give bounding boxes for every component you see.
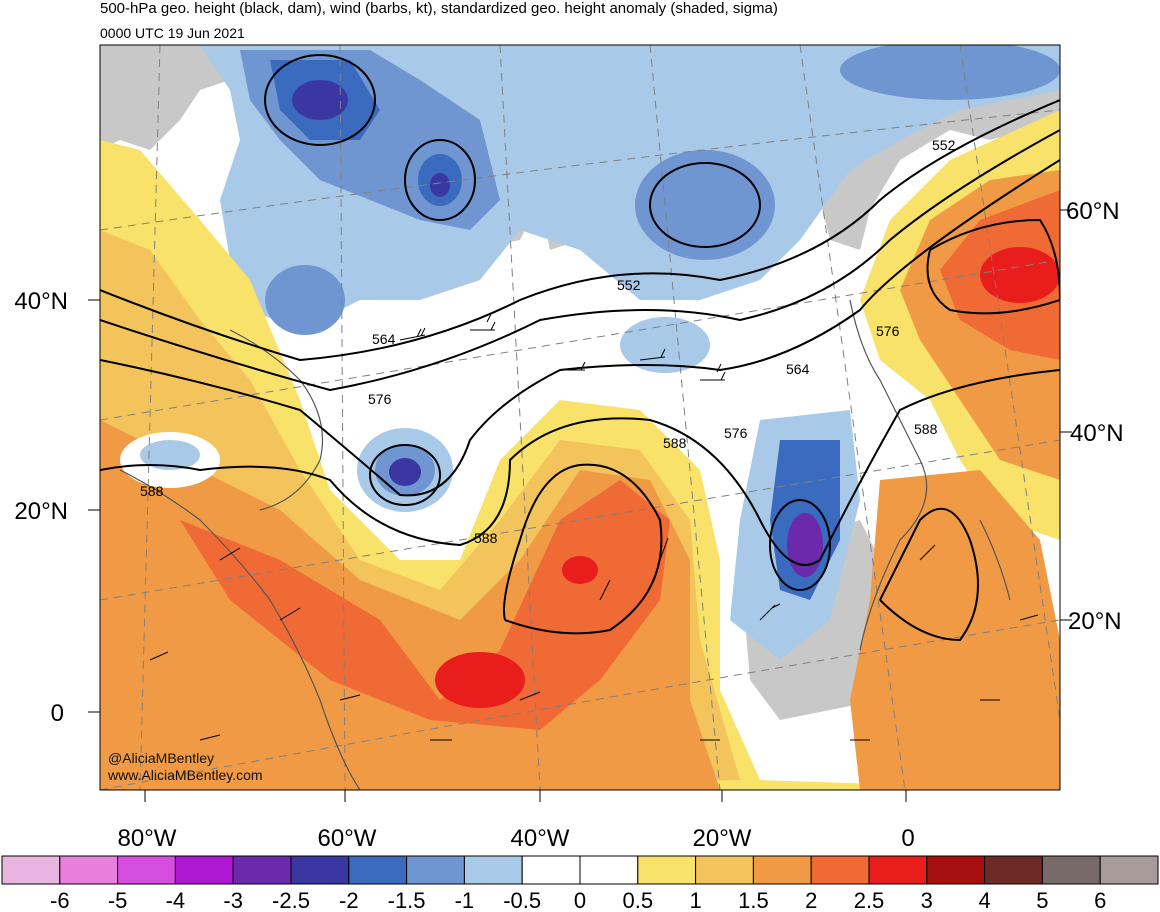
contour-label-552-east: 552 — [932, 137, 956, 153]
contour-label-552-mid: 552 — [617, 277, 641, 293]
lat-labels-left: 40°N 20°N 0 — [14, 288, 68, 727]
colorbar-swatch — [117, 855, 176, 885]
colorbar: -6 -5 -4 -3 -2.5 -2 -1.5 -1 -0.5 0 0.5 1 1.5 2 2.5 3 4 5 6 — [1, 855, 1159, 912]
lat-label-40n-left: 40°N — [14, 288, 68, 315]
colorbar-tick-label: 4 — [978, 888, 990, 912]
colorbar-swatch — [1, 855, 61, 885]
colorbar-tick-label: -1.5 — [388, 888, 426, 912]
colorbar-swatch — [926, 855, 986, 885]
colorbar-swatch — [752, 855, 812, 885]
lat-label-20n-right: 20°N — [1068, 608, 1122, 635]
anomaly-neg-atlantic — [620, 317, 710, 373]
contour-label-588-gulf: 588 — [140, 483, 164, 499]
colorbar-swatch — [521, 855, 581, 885]
contour-label-588-mid: 588 — [663, 435, 687, 451]
anomaly-neg-nw — [840, 45, 1060, 100]
contour-label-564-west: 564 — [372, 331, 396, 347]
colorbar-swatch — [290, 855, 350, 885]
lat-label-eq-left: 0 — [51, 700, 64, 727]
contour-label-576-mid: 576 — [724, 425, 748, 441]
anomaly-neg-center-3 — [430, 173, 450, 197]
lon-label-40w: 40°W — [511, 825, 570, 852]
colorbar-tick-label: 1 — [689, 888, 701, 912]
colorbar-swatch — [59, 855, 119, 885]
contour-label-588-east: 588 — [914, 421, 938, 437]
anomaly-pos-2 — [180, 480, 670, 730]
colorbar-tick-label: 0 — [574, 888, 586, 912]
lon-label-60w: 60°W — [318, 825, 377, 852]
anomaly-pos-25-mid — [562, 556, 598, 584]
lon-labels: 80°W 60°W 40°W 20°W 0 — [118, 825, 915, 852]
coastlines — [119, 299, 1011, 790]
graticule — [100, 45, 1060, 790]
anomaly-pos-europe-25 — [980, 247, 1060, 303]
colorbar-tick-label: 5 — [1036, 888, 1048, 912]
credit-twitter: @AliciaMBentley — [108, 750, 215, 766]
contour-label-576-east: 576 — [876, 323, 900, 339]
lat-label-20n-left: 20°N — [14, 498, 68, 525]
colorbar-swatch — [579, 855, 639, 885]
colorbar-tick-label: -3 — [223, 888, 243, 912]
lon-label-0: 0 — [901, 825, 914, 852]
credit-website: www.AliciaMBentley.com — [108, 767, 263, 783]
colorbar-swatch — [810, 855, 870, 885]
colorbar-tick-label: 2.5 — [854, 888, 885, 912]
colorbar-swatch — [637, 855, 697, 885]
anomaly-pos-25-atlantic — [435, 652, 525, 708]
colorbar-tick-label: 2 — [805, 888, 817, 912]
colorbar-swatch — [868, 855, 928, 885]
colorbar-swatch — [1041, 855, 1101, 885]
colorbar-swatch — [984, 855, 1043, 885]
valid-time: 0000 UTC 19 Jun 2021 — [100, 25, 245, 41]
colorbar-tick-label: 6 — [1094, 888, 1106, 912]
map-field: 552 552 564 564 576 576 576 588 588 588 … — [100, 45, 1060, 790]
wind-barbs — [149, 313, 1039, 741]
colorbar-swatch — [232, 855, 292, 885]
cutoff-low-east-3 — [787, 513, 823, 577]
contour-label-564-east: 564 — [786, 361, 810, 377]
cutoff-low-west-3 — [389, 458, 421, 486]
contour-labels: 552 552 564 564 576 576 576 588 588 588 … — [140, 137, 956, 546]
colorbar-swatch — [1099, 855, 1159, 885]
colorbar-swatch — [348, 855, 408, 885]
colorbar-tick-label: 3 — [921, 888, 933, 912]
colorbar-tick-label: -1 — [455, 888, 475, 912]
anomaly-neg-center — [292, 80, 348, 120]
lon-label-80w: 80°W — [118, 825, 177, 852]
anomaly-pos-africa — [850, 470, 1060, 790]
colorbar-swatch — [406, 855, 465, 885]
colorbar-tick-label: -4 — [166, 888, 186, 912]
colorbar-swatch — [695, 855, 754, 885]
colorbar-tick-label: 1.5 — [738, 888, 769, 912]
anomaly-neg-gulf-2 — [140, 440, 200, 470]
anomaly-neg-labrador — [265, 265, 345, 335]
map-frame — [99, 44, 1061, 791]
contour-label-588-west: 588 — [474, 530, 498, 546]
lon-label-20w: 20°W — [693, 825, 752, 852]
colorbar-tick-label: -5 — [108, 888, 128, 912]
lat-label-40n-right: 40°N — [1070, 420, 1124, 447]
lat-label-60n-right: 60°N — [1066, 198, 1120, 225]
colorbar-swatch — [463, 855, 523, 885]
anomaly-neg-greenland — [635, 150, 775, 260]
colorbar-swatch — [174, 855, 234, 885]
colorbar-tick-label: -6 — [50, 888, 70, 912]
lat-labels-right: 60°N 40°N 20°N — [1066, 198, 1124, 635]
colorbar-tick-label: 0.5 — [623, 888, 654, 912]
contour-label-576-west: 576 — [368, 391, 392, 407]
colorbar-tick-label: -2 — [339, 888, 359, 912]
colorbar-tick-label: -0.5 — [503, 888, 541, 912]
frame-ticks — [88, 209, 1072, 802]
map-title: 500-hPa geo. height (black, dam), wind (… — [100, 0, 778, 17]
colorbar-tick-label: -2.5 — [272, 888, 310, 912]
